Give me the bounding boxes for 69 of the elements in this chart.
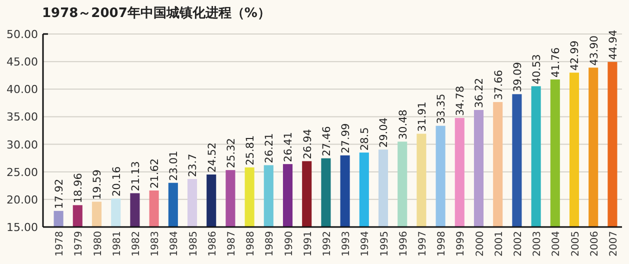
chart-title: 1978～2007年中国城镇化进程（%） — [42, 6, 270, 21]
x-tick-label: 1983 — [150, 231, 162, 256]
x-tick-label: 1990 — [284, 231, 295, 256]
data-label: 28.5 — [359, 127, 372, 151]
data-label: 27.99 — [340, 123, 352, 154]
data-label: 39.09 — [512, 62, 524, 92]
x-tick-label: 2007 — [608, 231, 620, 256]
data-label: 37.66 — [492, 70, 505, 100]
x-tick-label: 1981 — [112, 231, 123, 256]
data-label: 25.81 — [244, 135, 257, 166]
x-tick-label: 1984 — [169, 231, 180, 256]
data-label: 33.35 — [436, 94, 448, 124]
x-tick-label: 1978 — [54, 231, 66, 256]
x-tick-label: 1993 — [341, 231, 352, 256]
data-label: 34.78 — [454, 86, 467, 116]
y-tick-label: 40.00 — [6, 83, 38, 96]
data-label: 31.91 — [416, 102, 428, 132]
x-tick-label: 2003 — [532, 231, 544, 256]
data-label: 20.16 — [110, 166, 123, 197]
data-label: 23.01 — [168, 150, 180, 181]
data-label: 17.92 — [54, 178, 66, 209]
y-tick-label: 45.00 — [6, 56, 38, 69]
data-label: 21.62 — [149, 158, 162, 188]
data-label: 26.21 — [264, 133, 276, 164]
y-tick-label: 30.00 — [6, 138, 38, 152]
x-tick-label: 1994 — [360, 231, 372, 256]
x-tick-label: 1982 — [130, 231, 142, 256]
data-label: 29.04 — [378, 117, 390, 148]
y-tick-label: 50.00 — [6, 28, 38, 41]
data-label: 23.7 — [187, 154, 200, 178]
data-label: 30.48 — [397, 110, 410, 140]
x-tick-label: 2005 — [570, 231, 582, 256]
data-label: 25.32 — [225, 138, 238, 168]
x-tick-label: 1987 — [226, 231, 238, 256]
x-tick-label: 1980 — [92, 231, 104, 256]
data-label: 43.90 — [588, 36, 600, 66]
x-tick-label: 1989 — [264, 231, 276, 256]
data-label: 24.52 — [206, 142, 218, 173]
y-tick-label: 35.00 — [6, 110, 38, 124]
data-label: 36.22 — [474, 78, 486, 108]
x-tick-label: 1999 — [456, 231, 467, 256]
x-tick-label: 1996 — [398, 231, 410, 256]
x-tick-label: 1997 — [417, 231, 428, 256]
x-tick-label: 1986 — [207, 231, 218, 256]
x-tick-label: 1979 — [74, 231, 85, 256]
data-label: 26.41 — [282, 132, 295, 162]
data-label: 21.13 — [130, 161, 142, 192]
data-label: 41.76 — [550, 47, 562, 78]
y-tick-label: 25.00 — [6, 166, 38, 179]
x-tick-label: 2006 — [589, 231, 600, 256]
x-tick-label: 1985 — [188, 231, 200, 256]
x-tick-label: 2001 — [494, 231, 505, 256]
x-tick-label: 1998 — [436, 231, 448, 256]
data-label: 19.59 — [92, 170, 104, 200]
y-tick-label: 20.00 — [6, 193, 38, 206]
x-tick-label: 1995 — [379, 231, 390, 256]
data-label: 27.46 — [320, 126, 333, 156]
data-label: 42.99 — [569, 40, 582, 71]
x-tick-label: 1991 — [302, 231, 314, 256]
y-tick-label: 15.00 — [6, 221, 38, 234]
data-label: 26.94 — [302, 128, 314, 160]
data-label: 40.53 — [531, 54, 544, 84]
x-tick-label: 2002 — [512, 231, 524, 256]
x-tick-label: 2000 — [474, 231, 486, 256]
data-label: 18.96 — [72, 172, 85, 204]
x-tick-label: 2004 — [551, 231, 562, 256]
x-tick-label: 1992 — [322, 231, 333, 256]
x-tick-label: 1988 — [246, 231, 257, 256]
data-label: 44.94 — [607, 30, 620, 60]
